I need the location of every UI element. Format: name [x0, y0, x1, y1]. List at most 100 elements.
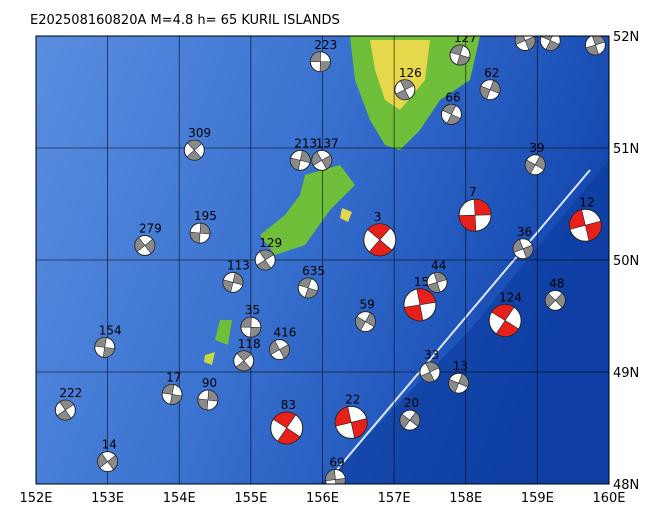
event-label: 59: [359, 298, 374, 312]
event-label: 69: [329, 456, 344, 470]
event-label: 113: [227, 258, 250, 272]
lon-label: 154E: [163, 491, 196, 506]
beachball: 154: [94, 323, 122, 358]
beachball-quadrant: [403, 288, 437, 322]
beachball: 127: [449, 31, 477, 66]
beachball-quadrant: [134, 237, 156, 254]
event-label: 57: [519, 16, 534, 30]
beachball-quadrant: [395, 79, 415, 101]
event-label: 62: [484, 66, 499, 80]
beachball-quadrant: [197, 389, 219, 411]
beachball-quadrant: [298, 277, 319, 299]
beachball: 39: [524, 141, 546, 176]
beachball: 124: [488, 290, 522, 337]
beachball: 113: [222, 258, 250, 293]
frame: [35, 35, 610, 485]
event-label: 90: [202, 376, 217, 390]
beachball: 195: [189, 209, 217, 244]
event-label: 195: [194, 209, 217, 223]
beachball-quadrant: [491, 304, 520, 337]
beachball: 13: [448, 359, 470, 394]
event-label: 35: [245, 303, 260, 317]
beachball-quadrant: [311, 151, 333, 170]
paramushir: [260, 165, 355, 255]
lat-label: 51N: [613, 142, 639, 157]
event-label: 14: [102, 438, 117, 452]
beachball: 213: [289, 136, 317, 171]
beachball-quadrant: [448, 373, 469, 393]
beachball-quadrant: [325, 469, 346, 484]
title: E202508160820A M=4.8 h= 65 KURIL ISLANDS: [30, 13, 340, 28]
event-label: 222: [59, 386, 82, 400]
beachball-quadrant: [545, 292, 566, 308]
beachball: 222: [54, 386, 82, 421]
lat-label: 52N: [613, 30, 639, 45]
island: [204, 352, 215, 365]
beachball-quadrant: [514, 36, 536, 51]
beachball-quadrant: [289, 150, 311, 171]
event-label: 416: [274, 326, 297, 340]
beachball-quadrant: [441, 104, 461, 125]
beachball-quadrant: [186, 139, 203, 161]
event-label: 28: [589, 21, 604, 35]
event-label: 44: [431, 258, 446, 272]
beachball-quadrant: [355, 312, 376, 331]
beachball-quadrant: [458, 198, 492, 232]
beachball: 17: [161, 370, 183, 405]
event-label: 126: [399, 66, 422, 80]
beachball: 223: [309, 38, 337, 73]
kamchatka-high: [370, 40, 430, 110]
beachball: 28: [584, 21, 606, 56]
beachball: 69: [324, 456, 346, 484]
beachball: 57: [514, 16, 536, 51]
beachball: 14: [97, 438, 119, 473]
event-label: 223: [314, 38, 337, 52]
event-label: 635: [302, 264, 325, 278]
beachball-quadrant: [256, 249, 275, 271]
island: [215, 320, 232, 345]
beachball-quadrant: [240, 316, 262, 338]
beachball: 137: [311, 136, 339, 171]
trench: [334, 169, 591, 473]
beachball: 48: [544, 276, 566, 311]
beachball: 15: [403, 275, 437, 322]
beachball: 20: [399, 396, 421, 431]
beachball-quadrant: [310, 51, 331, 73]
beachball-quadrant: [479, 79, 501, 100]
beachball: 59: [354, 298, 376, 333]
beachball: 12: [568, 195, 602, 242]
event-label: 22: [345, 392, 360, 406]
beachball-quadrant: [524, 155, 546, 175]
lon-label: 160E: [592, 491, 625, 506]
event-label: 12: [579, 195, 594, 209]
event-label: 48: [549, 276, 564, 290]
event-label: 13: [453, 359, 468, 373]
beachball: 83: [270, 398, 304, 445]
lon-label: 157E: [378, 491, 411, 506]
beachball-quadrant: [512, 239, 534, 259]
lat-label: 48N: [613, 478, 639, 493]
beachball: 62: [479, 66, 501, 101]
event-label: 3: [374, 210, 382, 224]
event-label: 127: [454, 31, 477, 45]
beachball-quadrant: [569, 209, 602, 242]
lon-label: 155E: [234, 491, 267, 506]
event-label: 7: [469, 185, 477, 199]
beachball-quadrant: [399, 411, 421, 429]
island: [340, 208, 352, 222]
event-label: 83: [281, 398, 296, 412]
beachball-quadrant: [334, 406, 368, 439]
event-label: 39: [529, 141, 544, 155]
beachball: 33: [419, 348, 441, 383]
beachball: 126: [394, 66, 422, 101]
beachball-quadrant: [450, 44, 471, 66]
beachball: 3: [363, 210, 397, 257]
lat-label: 50N: [613, 254, 639, 269]
event-label: 154: [99, 323, 122, 337]
event-label: 213: [294, 136, 317, 150]
lon-label: 152E: [19, 491, 52, 506]
beachball: 54: [539, 36, 561, 51]
beachball-quadrant: [222, 272, 244, 293]
lon-label: 156E: [306, 491, 339, 506]
